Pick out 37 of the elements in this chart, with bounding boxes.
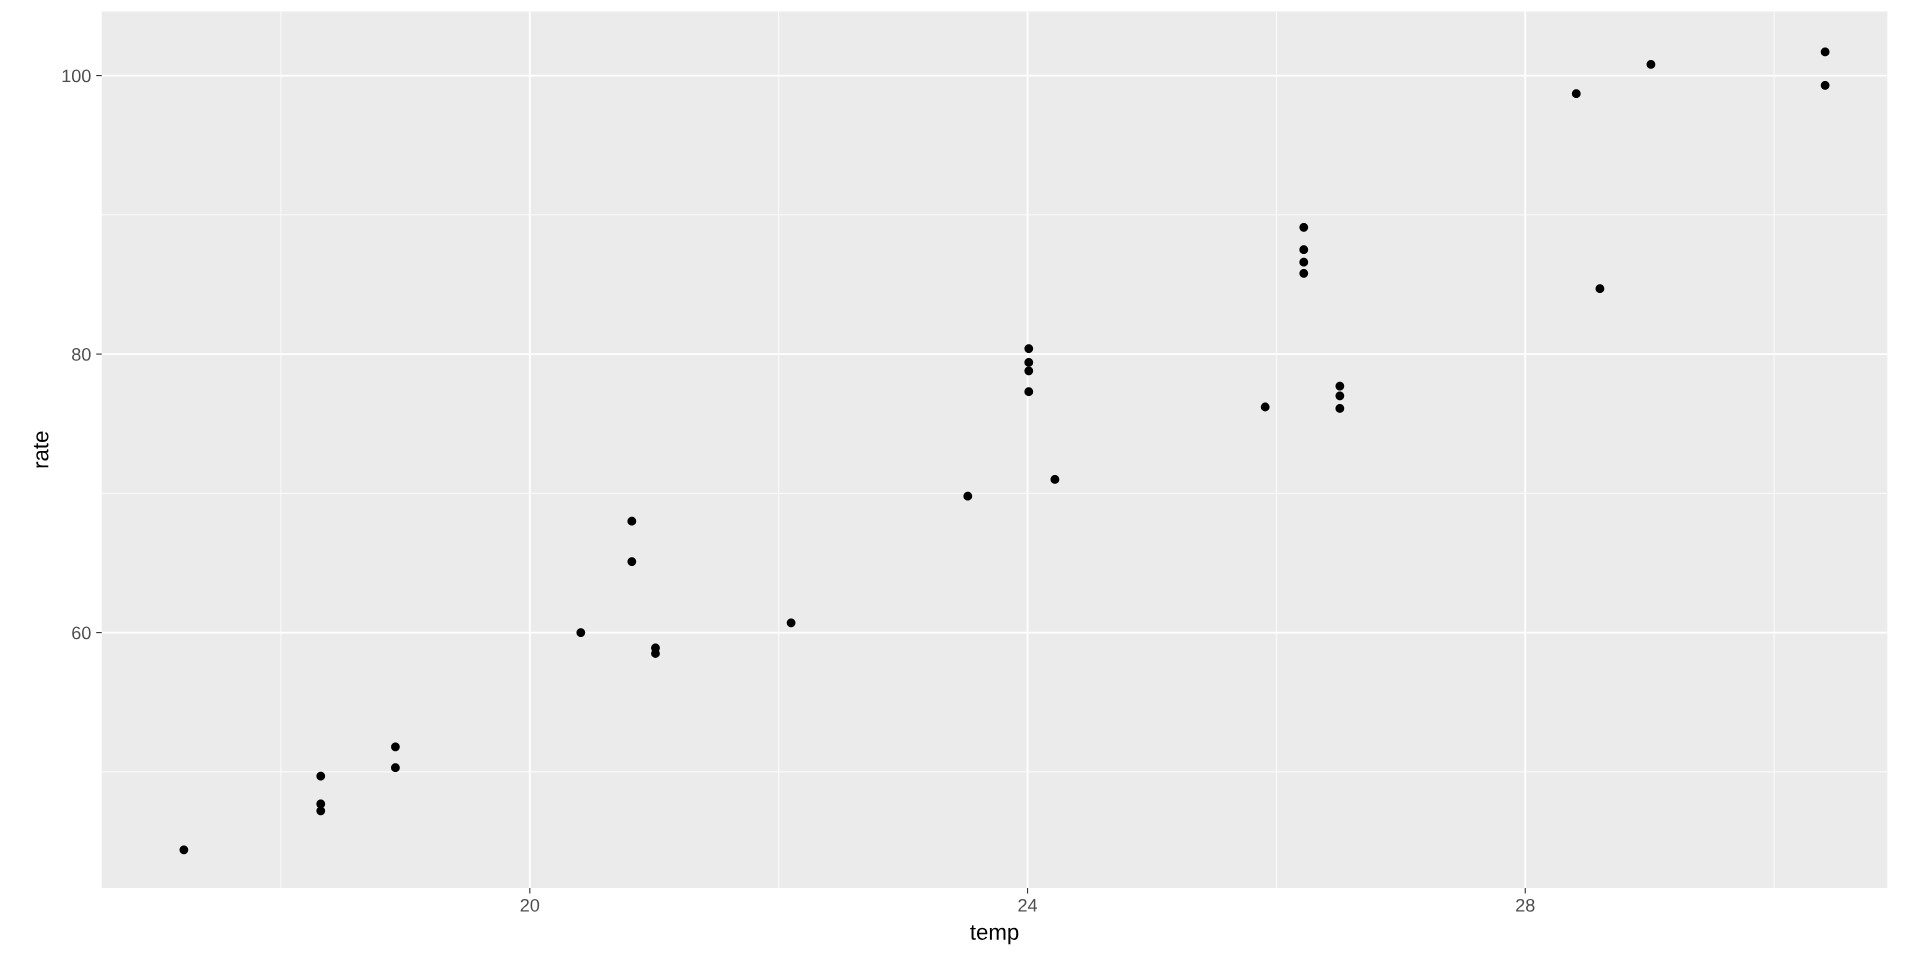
- point: [963, 491, 973, 501]
- x-tick-label: 24: [1018, 898, 1038, 912]
- point: [391, 742, 400, 752]
- point: [1299, 222, 1309, 232]
- point: [1335, 404, 1345, 413]
- point: [316, 806, 326, 816]
- point: [316, 771, 326, 781]
- point: [1024, 366, 1034, 376]
- x-axis-title: temp: [970, 925, 1019, 945]
- point: [1299, 268, 1309, 278]
- point: [576, 628, 586, 637]
- point: [627, 516, 637, 526]
- point: [1299, 245, 1309, 255]
- point: [179, 845, 189, 855]
- y-tick-label: 60: [72, 626, 91, 640]
- point: [1024, 344, 1034, 353]
- point: [651, 649, 660, 658]
- point: [1024, 358, 1034, 367]
- point: [1050, 475, 1060, 484]
- point: [391, 763, 400, 773]
- point: [627, 557, 637, 566]
- point: [1335, 381, 1345, 391]
- point: [1260, 402, 1270, 412]
- x-tick-label: 20: [520, 898, 540, 912]
- y-tick-label: 80: [72, 348, 91, 361]
- point: [1335, 391, 1345, 401]
- x-tick-label: 28: [1516, 898, 1535, 912]
- point: [1299, 257, 1309, 267]
- point: [1646, 60, 1656, 69]
- point: [786, 618, 796, 628]
- point: [1820, 47, 1830, 57]
- point: [1595, 284, 1605, 294]
- point: [1571, 89, 1581, 99]
- point: [1820, 80, 1830, 90]
- point: [1024, 387, 1034, 397]
- y-tick-label: 100: [62, 69, 91, 83]
- y-axis-title: rate: [33, 431, 49, 468]
